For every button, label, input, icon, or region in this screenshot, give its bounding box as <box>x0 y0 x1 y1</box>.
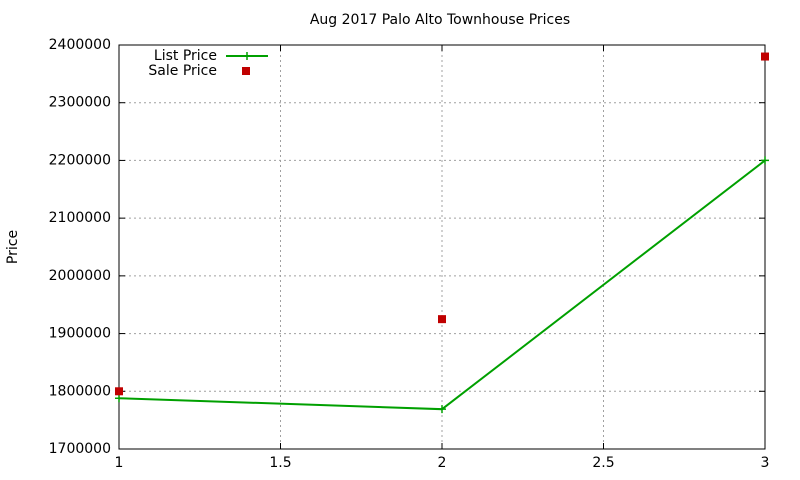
x-tick-label: 2 <box>438 455 447 471</box>
y-tick-label: 2200000 <box>49 152 111 168</box>
y-tick-label: 2300000 <box>49 95 111 111</box>
legend-marker <box>243 52 251 60</box>
y-tick-label: 1800000 <box>49 383 111 399</box>
legend-marker <box>242 67 250 75</box>
y-tick-label: 2400000 <box>49 37 111 53</box>
y-axis-label: Price <box>5 230 21 264</box>
point <box>438 315 446 324</box>
plot-border <box>118 44 766 450</box>
x-tick-label: 3 <box>761 455 770 471</box>
point <box>761 156 769 165</box>
point <box>115 394 123 403</box>
chart-title: Aug 2017 Palo Alto Townhouse Prices <box>310 12 570 28</box>
y-tick-label: 2100000 <box>49 210 111 226</box>
point <box>761 52 769 61</box>
x-tick-label: 1.5 <box>269 455 291 471</box>
y-tick-label: 1700000 <box>49 441 111 457</box>
x-tick-label: 1 <box>115 455 124 471</box>
point <box>115 387 123 396</box>
x-tick-label: 2.5 <box>592 455 614 471</box>
point <box>438 405 446 414</box>
y-tick-label: 1900000 <box>49 326 111 342</box>
legend-label: List Price <box>154 48 217 64</box>
legend-label: Sale Price <box>148 63 217 79</box>
y-tick-label: 2000000 <box>49 268 111 284</box>
